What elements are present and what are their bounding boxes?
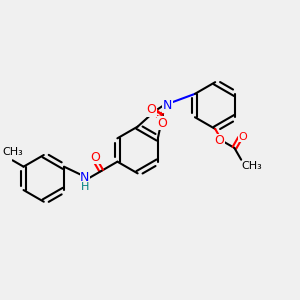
Text: N: N bbox=[80, 171, 89, 184]
Text: H: H bbox=[81, 182, 89, 192]
Text: N: N bbox=[163, 99, 172, 112]
Text: CH₃: CH₃ bbox=[242, 161, 262, 171]
Text: O: O bbox=[147, 103, 157, 116]
Text: O: O bbox=[214, 134, 224, 147]
Text: O: O bbox=[90, 151, 100, 164]
Text: O: O bbox=[238, 132, 247, 142]
Text: O: O bbox=[158, 117, 168, 130]
Text: CH₃: CH₃ bbox=[2, 147, 23, 158]
